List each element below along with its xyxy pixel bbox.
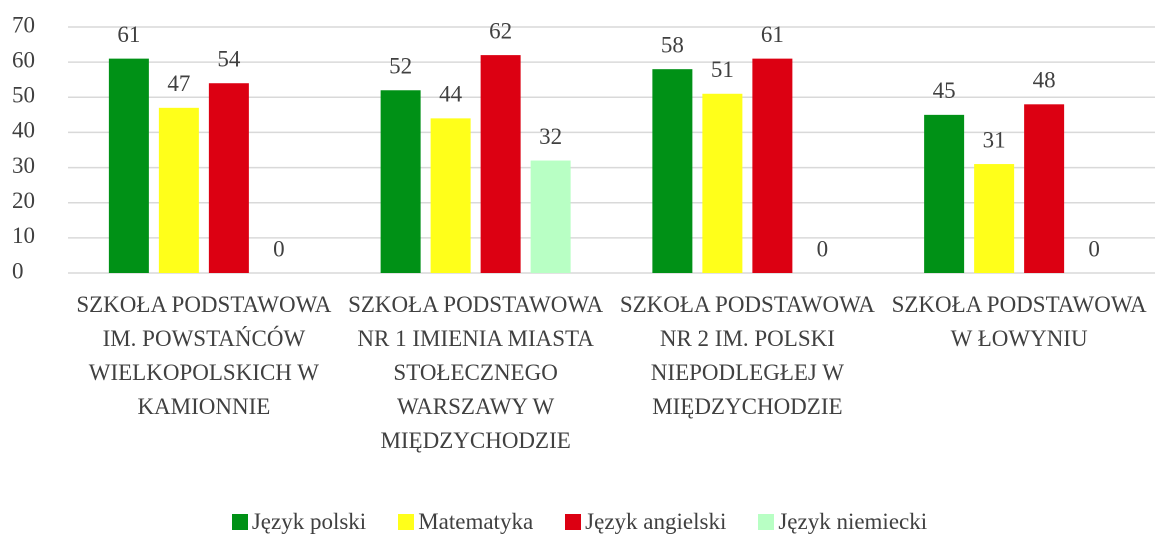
value-label: 44 [439, 82, 463, 107]
legend-item: Matematyka [398, 509, 533, 535]
legend-label: Język angielski [585, 509, 727, 534]
value-label: 61 [117, 22, 140, 47]
value-label: 32 [539, 124, 562, 149]
bar [974, 164, 1015, 273]
y-tick-label: 60 [12, 47, 35, 72]
y-tick-label: 10 [12, 223, 35, 248]
x-tick-label: SZKOŁA PODSTAWOWA NR 2 IM. POLSKI NIEPOD… [619, 292, 875, 419]
value-label: 52 [389, 54, 412, 79]
value-label: 0 [273, 236, 285, 261]
x-tick-label: SZKOŁA PODSTAWOWA IM. POWSTAŃCÓW WIELKOP… [76, 292, 332, 419]
bar [380, 90, 421, 273]
bar [108, 58, 149, 273]
y-tick-label: 0 [12, 258, 24, 283]
legend-item: Język niemiecki [758, 509, 927, 535]
y-tick-label: 50 [12, 83, 35, 108]
legend: Język polski Matematyka Język angielski Jęz… [0, 509, 1159, 535]
legend-swatch [231, 514, 248, 530]
value-label: 47 [167, 71, 190, 96]
bar [208, 83, 249, 273]
y-tick-label: 70 [12, 12, 35, 37]
y-tick-label: 30 [12, 153, 35, 178]
legend-swatch [565, 514, 582, 530]
value-label: 62 [489, 18, 512, 43]
legend-swatch [398, 514, 415, 530]
value-label: 58 [661, 32, 684, 57]
value-label: 0 [1088, 236, 1100, 261]
bar [158, 107, 199, 273]
y-tick-label: 20 [12, 188, 35, 213]
legend-label: Język polski [251, 509, 367, 534]
value-label: 45 [933, 78, 956, 103]
bar [480, 55, 521, 273]
legend-swatch [758, 514, 775, 530]
bar [530, 160, 571, 273]
value-label: 51 [711, 57, 734, 82]
legend-item: Język polski [231, 509, 367, 535]
bar [652, 69, 693, 274]
value-label: 54 [217, 47, 241, 72]
legend-item: Język angielski [565, 509, 726, 535]
value-label: 61 [761, 22, 784, 47]
value-label: 0 [817, 236, 829, 261]
bar [430, 118, 471, 273]
bar [924, 114, 965, 273]
value-label: 48 [1033, 68, 1056, 93]
legend-label: Matematyka [418, 509, 534, 534]
x-tick-label: SZKOŁA PODSTAWOWA NR 1 IMIENIA MIASTA ST… [348, 292, 604, 453]
value-label: 31 [983, 127, 1006, 152]
bar [702, 93, 743, 274]
x-tick-label: SZKOŁA PODSTAWOWA W ŁOWYNIU [891, 292, 1147, 351]
bar [752, 58, 793, 273]
legend-label: Język niemiecki [778, 509, 928, 534]
bar [1024, 104, 1065, 273]
y-tick-label: 40 [12, 118, 35, 143]
